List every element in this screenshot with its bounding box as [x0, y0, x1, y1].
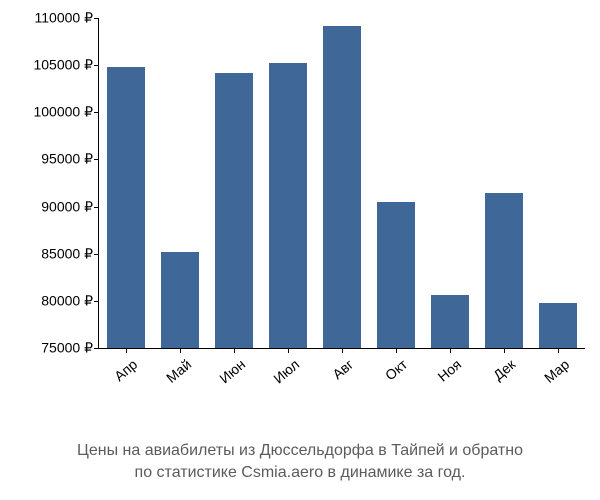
ytick-label: 95000 ₽ — [41, 151, 99, 168]
xtick-label: Июл — [270, 356, 302, 387]
ytick-mark — [94, 65, 99, 66]
xtick-mark — [180, 348, 181, 353]
caption-line-1: Цены на авиабилеты из Дюссельдорфа в Тай… — [77, 442, 523, 459]
ytick-mark — [94, 207, 99, 208]
xtick-label: Апр — [111, 356, 140, 384]
xtick-mark — [234, 348, 235, 353]
xtick-label: Авг — [329, 356, 356, 382]
ytick-label: 75000 ₽ — [41, 340, 99, 357]
xtick-mark — [288, 348, 289, 353]
xtick-label: Окт — [382, 356, 410, 383]
bar — [485, 193, 523, 348]
price-chart: 75000 ₽ 80000 ₽ 85000 ₽ 90000 ₽ 95000 ₽ 10000… — [0, 0, 600, 500]
xtick-mark — [126, 348, 127, 353]
ytick-mark — [94, 18, 99, 19]
xtick-mark — [450, 348, 451, 353]
xtick-mark — [342, 348, 343, 353]
bar — [215, 73, 253, 348]
ytick-mark — [94, 348, 99, 349]
xtick-label: Дек — [490, 356, 518, 383]
bar — [107, 67, 145, 348]
ytick-label: 80000 ₽ — [41, 292, 99, 309]
xtick-label: Июн — [216, 356, 248, 386]
ytick-mark — [94, 254, 99, 255]
ytick-label: 110000 ₽ — [35, 10, 99, 27]
bar — [161, 252, 199, 348]
caption-line-2: по статистике Csmia.aero в динамике за г… — [135, 464, 466, 481]
bar — [323, 26, 361, 348]
ytick-label: 100000 ₽ — [33, 104, 99, 121]
xtick-label: Ноя — [434, 356, 464, 385]
xtick-mark — [396, 348, 397, 353]
bar — [431, 295, 469, 348]
bar — [377, 202, 415, 348]
ytick-mark — [94, 112, 99, 113]
xtick-label: Май — [163, 356, 194, 386]
ytick-mark — [94, 301, 99, 302]
xtick-label: Мар — [541, 356, 572, 386]
ytick-label: 85000 ₽ — [41, 245, 99, 262]
bar — [269, 63, 307, 348]
chart-caption: Цены на авиабилеты из Дюссельдорфа в Тай… — [0, 440, 600, 483]
bar — [539, 303, 577, 348]
plot-area: 75000 ₽80000 ₽85000 ₽90000 ₽95000 ₽10000… — [98, 18, 585, 349]
xtick-mark — [504, 348, 505, 353]
ytick-label: 105000 ₽ — [33, 57, 99, 74]
ytick-label: 90000 ₽ — [41, 198, 99, 215]
ytick-mark — [94, 159, 99, 160]
xtick-mark — [558, 348, 559, 353]
